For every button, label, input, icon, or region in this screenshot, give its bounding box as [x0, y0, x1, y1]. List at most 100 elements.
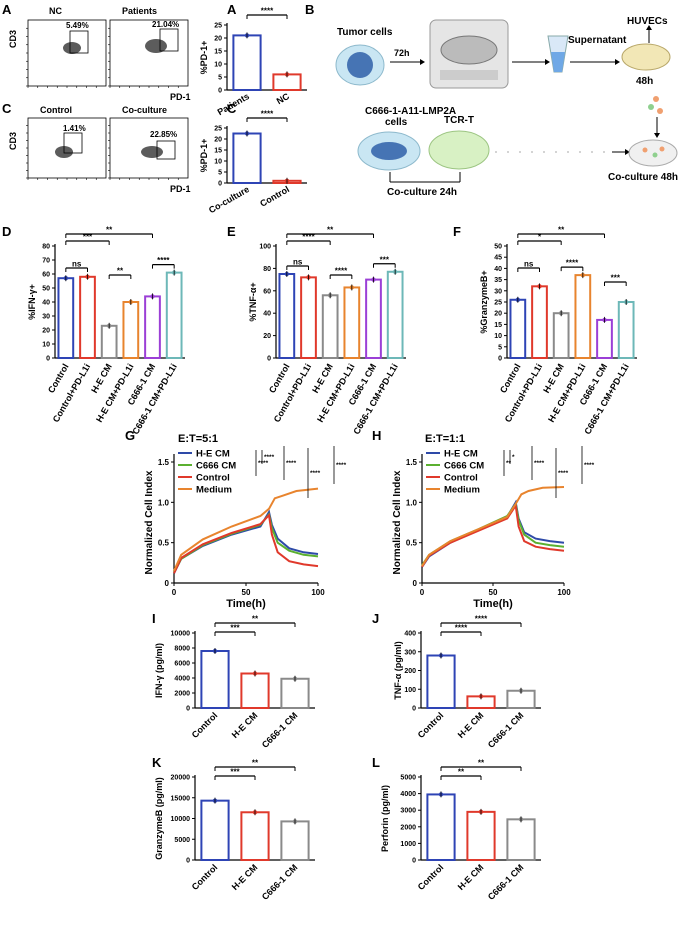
chart-d: D01020304050607080%IFN-γ+ControlControl+…: [2, 224, 185, 436]
x-tick-label-j-1: H-E CM: [456, 710, 486, 740]
arrowhead-5: [654, 133, 660, 138]
bar-e-2: [321, 294, 339, 359]
y-tick-label-a-2: 10: [214, 62, 222, 69]
y-tick-label-i-4: 8000: [174, 646, 190, 653]
bar-i-2: [280, 677, 310, 709]
x-tick-label-a-1: NC: [275, 91, 292, 106]
y-axis-label-l: Perforin (pg/ml): [380, 785, 390, 852]
chart-g: G E:T=5:1 0 0.5 1.0 1.5 0 50 100 Time(h) Normalize…: [125, 428, 347, 610]
bar-i-1: [240, 672, 270, 709]
y-tick-label-c-2: 10: [214, 159, 222, 166]
flow-a-title-1: NC: [49, 6, 62, 16]
y-tick-label-f-8: 40: [494, 266, 502, 273]
schematic-panel-b: B Tumor cells 72h Supernatant HUVECs 48h…: [305, 2, 678, 198]
y-tick-label-f-6: 30: [494, 288, 502, 295]
x-tick-label-c-0: Co-culture: [207, 184, 251, 215]
chart-h: H E:T=1:1 0 0.5 1.0 1.5 0 50 100 Time(h) Normalize…: [372, 428, 595, 610]
bar-f-1: [531, 285, 548, 360]
y-tick-label-c-1: 5: [218, 170, 222, 177]
y-tick-label-j-3: 300: [404, 649, 416, 656]
final-dot-1: [642, 147, 648, 153]
series-line-g-3: [173, 487, 319, 572]
dot-1: [653, 96, 659, 102]
tcrt-dish: [428, 130, 490, 170]
sig-label-j-1: ****: [475, 615, 488, 624]
y-tick-label-d-4: 40: [42, 300, 50, 307]
y-axis-label-e: %TNF-α+: [248, 282, 258, 321]
y-axis-label-f: %GranzymeB+: [479, 270, 489, 333]
y-tick-label-h-3: 1.5: [406, 458, 418, 467]
panel-label-i: I: [152, 611, 156, 626]
sig-label-h-0: **: [506, 460, 512, 467]
y-axis-label-g: Normalized Cell Index: [144, 470, 155, 574]
schematic-cells-label2: cells: [385, 117, 408, 128]
y-tick-label-d-1: 10: [42, 342, 50, 349]
sig-label-e-3: **: [327, 226, 334, 235]
x-tick-label-k-0: Control: [190, 862, 220, 892]
chart-c: C 0 5 10 15 20 25 %PD-1+ Co-culture Control ****: [199, 101, 307, 215]
sig-label-j-0: ****: [455, 624, 468, 633]
y-tick-label-e-5: 100: [259, 244, 271, 251]
y-tick-label-e-4: 80: [263, 266, 271, 273]
flow-a-title-2: Patients: [122, 6, 157, 16]
y-axis-label-k: GranzymeB (pg/ml): [154, 777, 164, 860]
bar-j-0: [426, 654, 456, 709]
x-tick-label-k-1: H-E CM: [230, 862, 260, 892]
bar-f-2: [552, 312, 570, 360]
y-tick-label-i-0: 0: [186, 706, 190, 713]
flow-a-cluster-2: [145, 39, 167, 53]
sig-label-h-2: ****: [534, 460, 545, 467]
schematic-supernatant: Supernatant: [568, 35, 627, 46]
y-tick-label-i-2: 4000: [174, 676, 190, 683]
bar-f-0: [509, 298, 527, 360]
y-tick-label-g-3: 1.5: [158, 458, 170, 467]
y-tick-label-d-6: 60: [42, 272, 50, 279]
flow-c-title-2: Co-culture: [122, 105, 167, 115]
y-axis-label-i: IFN-γ (pg/ml): [154, 643, 164, 698]
y-tick-label-l-5: 5000: [400, 775, 416, 782]
flow-a-gate-1: [69, 30, 89, 54]
y-tick-label-d-2: 20: [42, 328, 50, 335]
y-tick-label-l-2: 2000: [400, 824, 416, 831]
bar-f-4: [596, 318, 613, 360]
schematic-coculture48: Co-culture 48h: [608, 172, 678, 183]
bar-d-4: [144, 295, 161, 359]
x-tick-label-i-2: C666-1 CM: [260, 710, 300, 750]
y-tick-label-h-0: 0: [413, 579, 418, 588]
y-tick-label-a-5: 25: [214, 23, 222, 30]
panel-label-j: J: [372, 611, 379, 626]
chart-title-g: E:T=5:1: [178, 433, 218, 445]
final-dish: [628, 139, 678, 167]
schematic-coculture24: Co-culture 24h: [387, 187, 457, 198]
y-axis-label-a: %PD-1+: [199, 41, 209, 75]
bar-k-0: [200, 799, 230, 862]
series-line-h-3: [421, 486, 565, 567]
bar-c-0: [232, 132, 262, 184]
y-tick-label-d-5: 50: [42, 286, 50, 293]
y-tick-label-a-0: 0: [218, 88, 222, 95]
x-axis-label-g: Time(h): [226, 598, 266, 610]
bar-e-4: [365, 278, 382, 360]
y-tick-label-f-7: 35: [494, 277, 502, 284]
sig-label-c-0: ****: [261, 110, 274, 119]
sig-label-e-4: ***: [380, 255, 390, 264]
y-tick-label-j-1: 100: [404, 687, 416, 694]
y-tick-label-i-3: 6000: [174, 661, 190, 668]
y-tick-label-a-1: 5: [218, 75, 222, 82]
y-axis-label-c: %PD-1+: [199, 139, 209, 173]
bar-f-3: [574, 274, 592, 359]
schematic-tumor-label: Tumor cells: [337, 27, 393, 38]
bar-d-1: [79, 275, 96, 359]
panel-label-e: E: [227, 224, 236, 239]
sig-label-f-2: ****: [566, 259, 579, 268]
y-tick-label-d-8: 80: [42, 244, 50, 251]
y-tick-label-k-2: 10000: [171, 816, 191, 823]
x-tick-label-i-1: H-E CM: [230, 710, 260, 740]
y-tick-label-j-2: 200: [404, 668, 416, 675]
x-tick-label-j-0: Control: [416, 710, 446, 740]
y-tick-label-a-4: 20: [214, 36, 222, 43]
x-tick-label-h-2: 100: [557, 588, 571, 597]
